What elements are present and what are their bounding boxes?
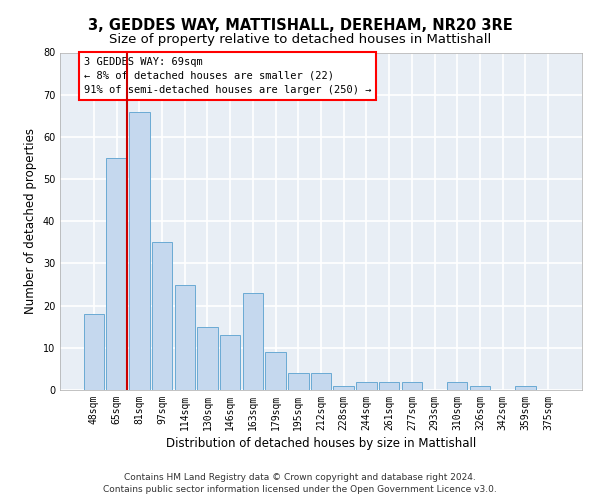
Bar (129, 112, 149, 390)
Bar (447, 382, 467, 390)
Bar (175, 284, 195, 390)
Bar (356, 382, 377, 390)
X-axis label: Distribution of detached houses by size in Mattishall: Distribution of detached houses by size … (166, 437, 476, 450)
Bar (311, 373, 331, 390)
Bar (288, 373, 308, 390)
Bar (242, 293, 263, 390)
Bar (379, 382, 400, 390)
Y-axis label: Number of detached properties: Number of detached properties (24, 128, 37, 314)
Bar (152, 242, 172, 390)
Text: 3, GEDDES WAY, MATTISHALL, DEREHAM, NR20 3RE: 3, GEDDES WAY, MATTISHALL, DEREHAM, NR20… (88, 18, 512, 32)
Bar (515, 386, 536, 390)
Bar (106, 158, 127, 390)
Bar (197, 326, 218, 390)
Bar (84, 314, 104, 390)
Bar (220, 335, 241, 390)
Bar (470, 386, 490, 390)
Text: Size of property relative to detached houses in Mattishall: Size of property relative to detached ho… (109, 32, 491, 46)
Bar (334, 386, 354, 390)
Bar (265, 352, 286, 390)
Text: 3 GEDDES WAY: 69sqm
← 8% of detached houses are smaller (22)
91% of semi-detache: 3 GEDDES WAY: 69sqm ← 8% of detached hou… (84, 56, 371, 94)
Bar (401, 382, 422, 390)
Text: Contains HM Land Registry data © Crown copyright and database right 2024.
Contai: Contains HM Land Registry data © Crown c… (103, 472, 497, 494)
